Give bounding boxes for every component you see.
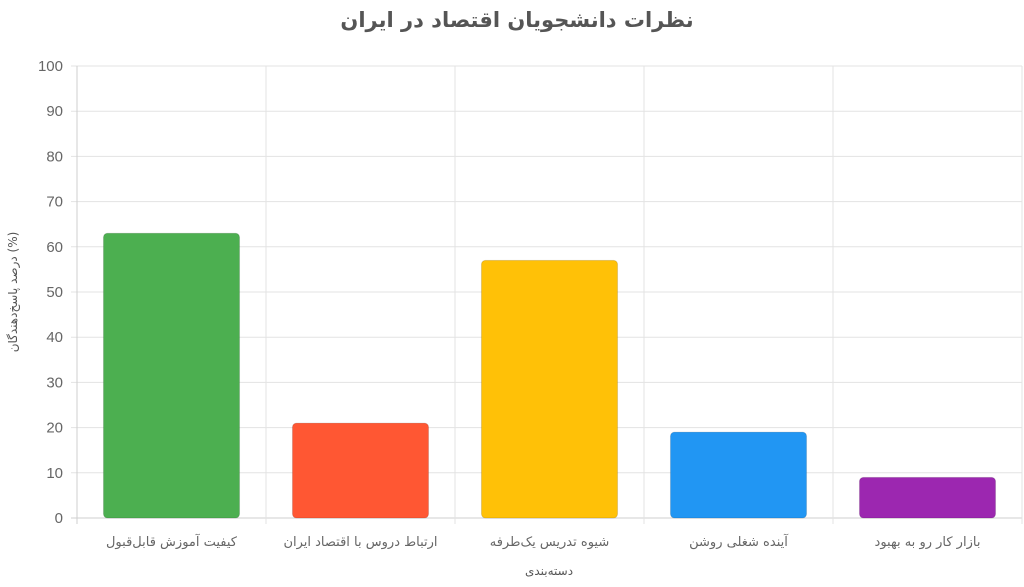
x-category-label: ارتباط دروس با اقتصاد ایران (283, 535, 437, 550)
y-tick-label: 80 (46, 148, 63, 165)
bar-2[interactable] (291, 422, 430, 519)
y-tick-label: 70 (46, 194, 63, 211)
y-tick-label: 20 (46, 420, 63, 437)
x-category-label: بازار کار رو به بهبود (875, 535, 981, 550)
chart-title: نظرات دانشجویان اقتصاد در ایران (340, 8, 693, 32)
bar-1[interactable] (102, 232, 241, 519)
y-tick-label: 100 (38, 58, 63, 75)
x-axis-title: دسته‌بندی (525, 564, 573, 578)
x-category-label: کیفیت آموزش قابل‌قبول (106, 533, 238, 550)
x-category-labels: کیفیت آموزش قابل‌قبول ارتباط دروس با اقتص… (106, 533, 980, 550)
y-tick-label: 90 (46, 103, 63, 120)
y-tick-labels: 0 10 20 30 40 50 60 70 80 90 100 (38, 58, 63, 527)
x-category-label: شیوه تدریس یک‌طرفه (490, 535, 609, 550)
y-axis-title: درصد پاسخ‌دهندگان (%) (6, 232, 21, 353)
bar-4[interactable] (669, 431, 808, 519)
y-tick-label: 50 (46, 284, 63, 301)
bar-5[interactable] (858, 476, 997, 519)
y-tick-label: 30 (46, 374, 63, 391)
y-tick-label: 40 (46, 329, 63, 346)
bars (102, 232, 997, 519)
y-tick-label: 10 (46, 465, 63, 482)
bar-3[interactable] (480, 259, 619, 519)
y-tick-label: 60 (46, 239, 63, 256)
x-category-label: آینده شغلی روشن (689, 533, 789, 550)
y-tick-label: 0 (55, 510, 63, 527)
